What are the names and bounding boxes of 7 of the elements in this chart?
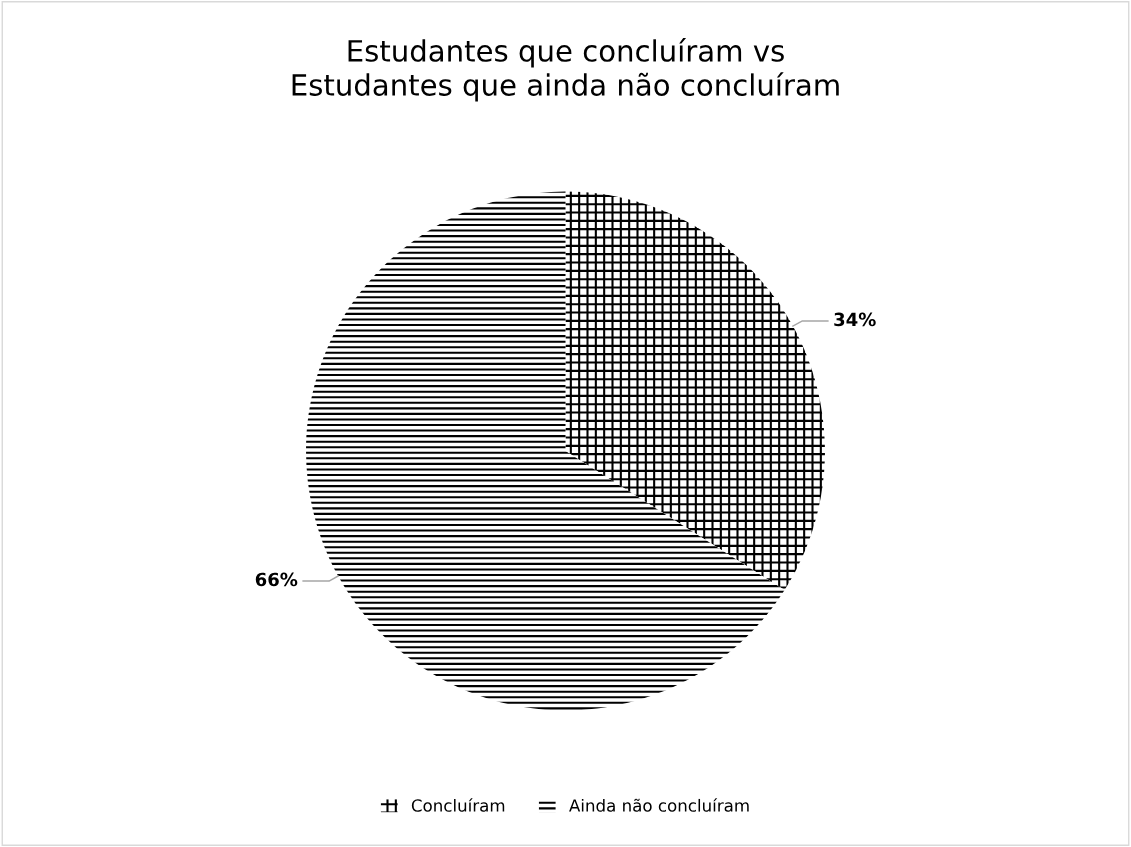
pie-slice [306, 191, 785, 711]
legend-label: Ainda não concluíram [569, 798, 749, 812]
legend-label: Concluíram [411, 798, 505, 812]
data-label: 66% [255, 572, 298, 587]
data-label: 34% [834, 312, 876, 327]
pie-slice [565, 191, 825, 591]
chart-title: Estudantes que concluíram vs Estudantes que ainda não concluíram [292, 38, 839, 102]
